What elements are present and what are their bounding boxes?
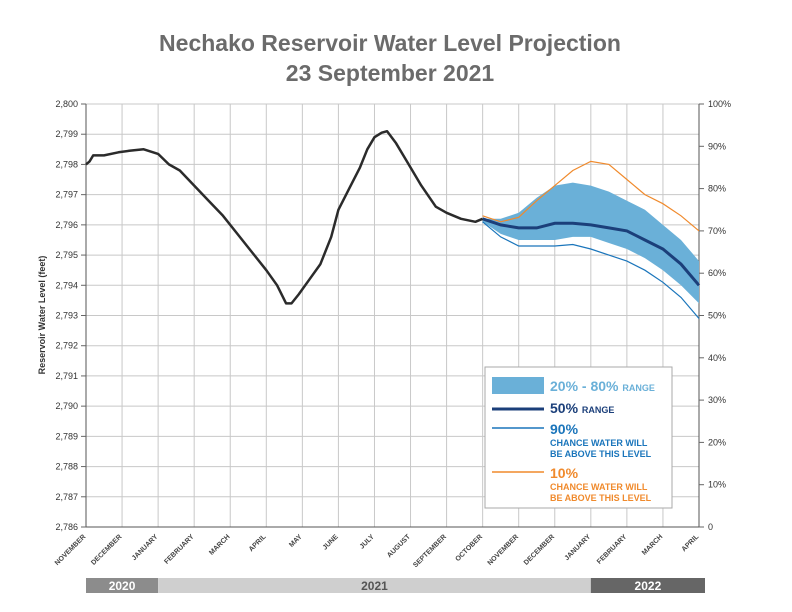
y-tick-label: 2,796: [55, 220, 78, 230]
legend-p10-line1: CHANCE WATER WILL: [550, 482, 648, 492]
year-bar: 2020 2021 2022: [86, 578, 705, 593]
legend-median-suffix: RANGE: [582, 405, 615, 415]
legend-p10-label: 10%: [550, 465, 579, 481]
x-month-label: FEBRUARY: [163, 533, 195, 565]
y-right-tick-label: 10%: [708, 480, 726, 490]
line-p90: [482, 221, 700, 319]
x-month-label: FEBRUARY: [596, 533, 628, 565]
y-right-tick-label: 90%: [708, 141, 726, 151]
x-month-label: APRIL: [681, 533, 701, 553]
y-axis-left: 2,786 2,787 2,788 2,789 2,790 2,791 2,792 2,793…: [55, 99, 86, 532]
year-segment-2021: [158, 578, 591, 593]
year-segment-2020: [86, 578, 159, 593]
x-month-label: OCTOBER: [454, 533, 484, 563]
x-month-label: DECEMBER: [90, 533, 123, 566]
line-p10: [482, 160, 700, 232]
legend-median-label: 50%: [550, 400, 579, 416]
legend-p90-label: 90%: [550, 421, 579, 437]
y-right-tick-label: 70%: [708, 226, 726, 236]
y-right-tick-label: 0: [708, 522, 713, 532]
y-right-tick-label: 100%: [708, 99, 731, 109]
legend-p90-line1: CHANCE WATER WILL: [550, 438, 648, 448]
y-tick-label: 2,789: [55, 431, 78, 441]
x-month-label: APRIL: [248, 533, 268, 553]
x-month-label: JUNE: [322, 533, 340, 551]
year-segment-2022: [590, 578, 705, 593]
y-right-tick-label: 80%: [708, 184, 726, 194]
x-month-label: SEPTEMBER: [412, 533, 448, 569]
line-median: [482, 217, 701, 287]
x-month-label: MARCH: [641, 533, 664, 556]
y-right-tick-label: 40%: [708, 353, 726, 363]
x-axis: NOVEMBER DECEMBER JANUARY FEBRUARY MARCH APRI…: [54, 533, 701, 569]
y-tick-label: 2,793: [55, 311, 78, 321]
svg-text:50% RANGE: 50% RANGE: [550, 400, 614, 416]
y-tick-label: 2,791: [55, 371, 78, 381]
y-axis-label: Reservoir Water Level (feet): [37, 256, 47, 375]
y-axis-right: 0 10% 20% 30% 40% 50% 60% 70% 80% 90% 100%: [699, 99, 731, 532]
y-right-tick-label: 30%: [708, 395, 726, 405]
legend-band-suffix: RANGE: [622, 383, 655, 393]
y-tick-label: 2,787: [55, 492, 78, 502]
y-right-tick-label: 50%: [708, 311, 726, 321]
x-month-label: JANUARY: [564, 533, 593, 562]
y-tick-label: 2,800: [55, 99, 78, 109]
year-label-2020: 2020: [109, 579, 136, 593]
y-tick-label: 2,797: [55, 190, 78, 200]
legend-p10-line2: BE ABOVE THIS LEVEL: [550, 493, 652, 503]
legend: 20% - 80% RANGE 50% RANGE 90% CHANCE WAT…: [484, 366, 673, 509]
y-tick-label: 2,799: [55, 129, 78, 139]
x-month-label: NOVEMBER: [487, 533, 521, 567]
x-month-label: MARCH: [208, 533, 231, 556]
x-month-label: NOVEMBER: [54, 533, 88, 567]
y-tick-label: 2,792: [55, 341, 78, 351]
legend-p90-line2: BE ABOVE THIS LEVEL: [550, 449, 652, 459]
x-month-label: MAY: [288, 533, 304, 549]
legend-band-label: 20% - 80%: [550, 378, 619, 394]
y-tick-label: 2,788: [55, 462, 78, 472]
plot-area: [85, 129, 701, 319]
chart-title: Nechako Reservoir Water Level Projection…: [0, 28, 780, 88]
y-tick-label: 2,798: [55, 159, 78, 169]
y-right-tick-label: 20%: [708, 437, 726, 447]
band-20-80: [482, 182, 699, 304]
y-tick-label: 2,794: [55, 280, 78, 290]
x-month-label: AUGUST: [386, 533, 412, 559]
y-tick-label: 2,795: [55, 250, 78, 260]
svg-text:20% - 80% RANGE: 20% - 80% RANGE: [550, 378, 655, 394]
x-month-label: JANUARY: [131, 533, 160, 562]
x-month-label: JULY: [359, 533, 376, 550]
y-tick-label: 2,786: [55, 522, 78, 532]
legend-band-swatch: [492, 377, 544, 394]
line-historical: [85, 129, 484, 305]
title-line-1: Nechako Reservoir Water Level Projection: [159, 30, 621, 56]
y-tick-label: 2,790: [55, 401, 78, 411]
year-label-2022: 2022: [635, 579, 662, 593]
title-line-2: 23 September 2021: [285, 60, 495, 86]
y-right-tick-label: 60%: [708, 268, 726, 278]
x-month-label: DECEMBER: [523, 533, 556, 566]
year-label-2021: 2021: [361, 579, 388, 593]
